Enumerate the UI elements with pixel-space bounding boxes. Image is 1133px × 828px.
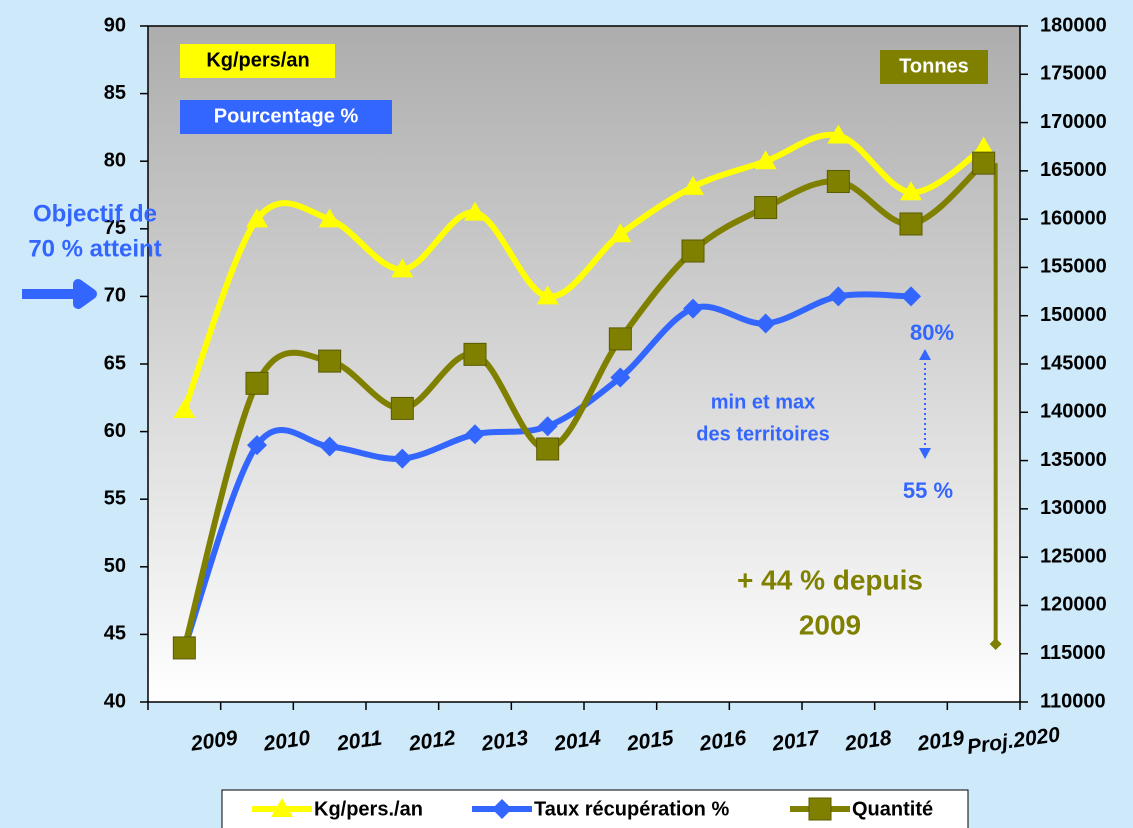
annotation: Objectif de [33,200,157,227]
marker [682,175,704,195]
marker [390,396,414,420]
annotation: + 44 % depuis [737,564,923,595]
annotation: 2009 [799,609,861,640]
marker [899,212,923,236]
annotation-box [180,44,335,78]
y-tick-label: 60 [104,420,126,442]
y2-tick-label: 115000 [1040,642,1106,664]
annotation: Tonnes [899,55,969,77]
y2-tick-label: 155000 [1040,256,1107,278]
y2-tick-label: 145000 [1040,352,1107,374]
y-tick-label: 70 [104,285,126,307]
marker [271,798,293,817]
marker [972,136,995,156]
marker [972,151,996,175]
marker [319,436,340,457]
marker [754,150,777,170]
y2-tick-label: 130000 [1040,497,1107,519]
marker [754,196,778,220]
marker [609,223,632,243]
range-arrow-heads [919,349,931,459]
y2-tick-label: 120000 [1040,594,1107,616]
marker [900,181,922,201]
y2-tick-label: 160000 [1040,207,1107,229]
y2-tick-label: 150000 [1040,304,1107,326]
marker [318,208,341,228]
y-tick-label: 50 [104,555,126,577]
marker [245,371,269,395]
legend-label: Quantité [852,798,933,820]
plot-area [147,25,1021,703]
annotation-box [880,50,988,84]
y-tick-label: 85 [104,82,126,104]
y2-tick-label: 170000 [1040,111,1107,133]
annotation: 70 % atteint [28,235,161,262]
drop-marker [989,638,1002,651]
y-tick-label: 90 [104,14,126,36]
marker [537,416,558,437]
marker [246,208,268,228]
marker [827,124,850,144]
y-tick-label: 45 [104,623,126,645]
marker [536,285,559,305]
goal-arrow [22,279,97,309]
marker [755,313,776,334]
marker [392,448,413,469]
y2-tick-label: 135000 [1040,449,1107,471]
marker [465,424,485,445]
marker [536,437,560,461]
y-tick-label: 65 [104,352,126,374]
marker [828,286,849,307]
y-tick-label: 80 [104,149,126,171]
marker [610,367,631,388]
marker [247,435,267,456]
y2-tick-label: 140000 [1040,401,1107,423]
annotation: 55 % [903,478,953,503]
legend-label: Taux récupération % [534,798,729,820]
marker [464,201,486,221]
y-tick-label: 75 [104,217,126,239]
legend-label: Kg/pers./an [314,798,423,820]
y-tick-label: 40 [104,690,126,712]
marker [391,258,414,278]
y2-tick-label: 175000 [1040,63,1107,85]
annotation: Kg/pers/an [206,49,309,71]
marker [683,298,703,319]
marker [901,286,921,307]
y2-tick-label: 110000 [1040,690,1106,712]
y2-tick-label: 180000 [1040,14,1107,36]
annotation: 80% [910,320,954,345]
marker [173,398,196,418]
annotation: des territoires [696,423,829,445]
marker [808,797,832,821]
annotation-box [180,100,392,134]
marker [826,169,850,193]
marker [681,239,705,263]
y-tick-label: 55 [104,487,126,509]
y2-tick-label: 125000 [1040,545,1107,567]
marker [172,636,196,660]
annotation: min et max [711,391,815,413]
annotation: Pourcentage % [214,105,359,127]
marker [492,799,512,819]
marker [318,349,342,373]
y2-tick-label: 165000 [1040,159,1107,181]
marker [608,327,632,351]
marker [463,342,487,366]
